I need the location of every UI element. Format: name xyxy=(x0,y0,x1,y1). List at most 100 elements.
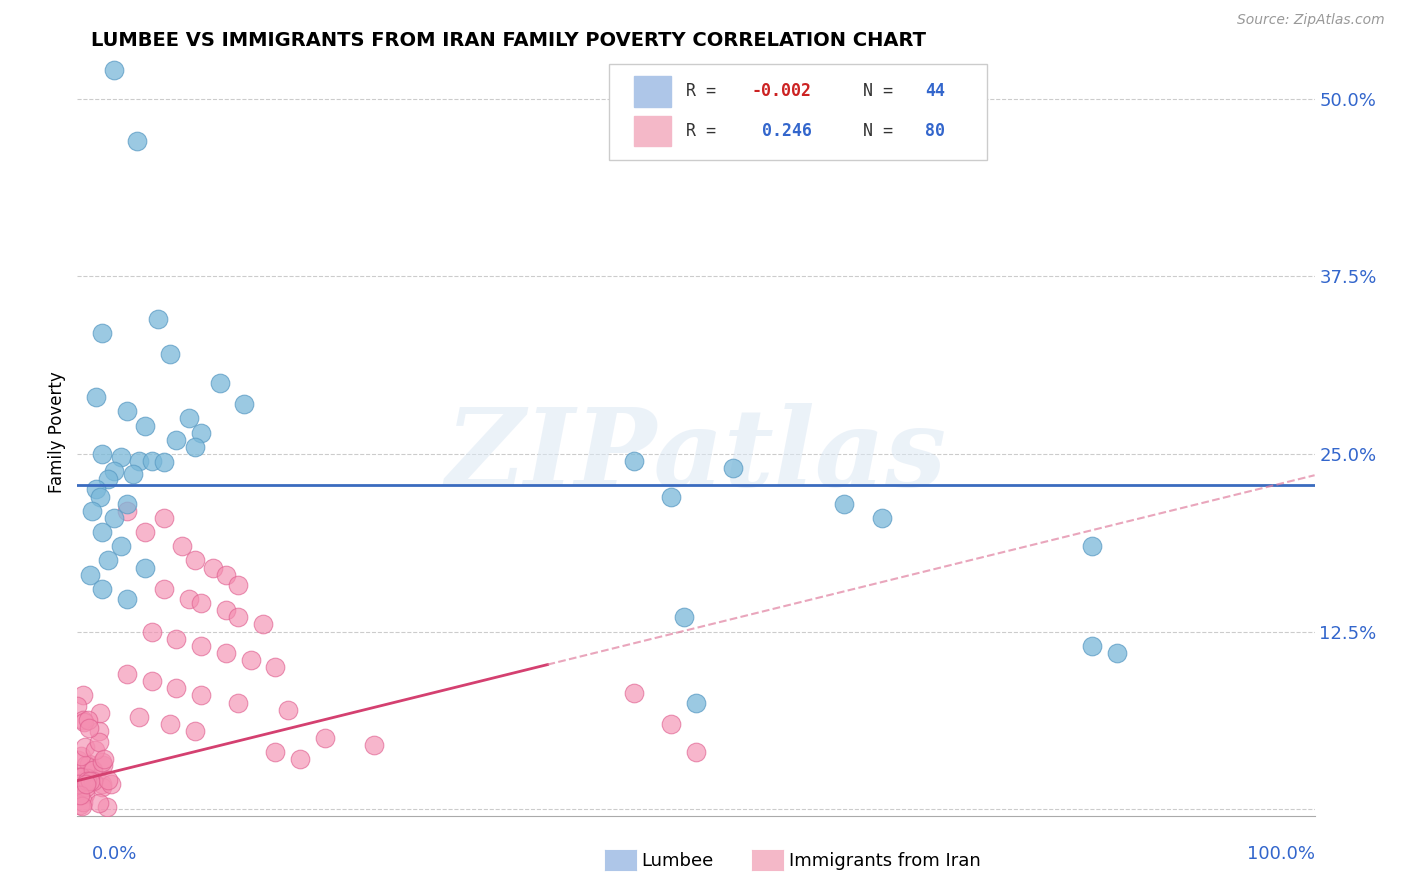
Text: Source: ZipAtlas.com: Source: ZipAtlas.com xyxy=(1237,13,1385,28)
Text: N =: N = xyxy=(863,82,903,100)
Point xyxy=(91,524,114,539)
Point xyxy=(128,710,150,724)
Point xyxy=(66,777,89,791)
Point xyxy=(146,312,169,326)
Text: R =: R = xyxy=(686,122,725,140)
Point xyxy=(159,347,181,361)
Point xyxy=(90,755,112,769)
Point xyxy=(277,703,299,717)
Point xyxy=(75,757,97,772)
Point xyxy=(79,567,101,582)
Point xyxy=(252,617,274,632)
Point xyxy=(672,610,695,624)
Point xyxy=(226,610,249,624)
Point xyxy=(184,723,207,738)
Point xyxy=(89,490,111,504)
Point xyxy=(72,689,94,703)
Point xyxy=(82,763,104,777)
Point xyxy=(70,770,93,784)
Point xyxy=(91,777,114,791)
Point xyxy=(721,461,744,475)
Point xyxy=(97,553,120,567)
FancyBboxPatch shape xyxy=(609,64,987,161)
Point xyxy=(153,455,176,469)
Point xyxy=(128,454,150,468)
Point xyxy=(122,467,145,481)
Point xyxy=(659,716,682,731)
Point xyxy=(115,591,138,606)
Point xyxy=(87,735,110,749)
Point xyxy=(288,752,311,766)
Text: 80: 80 xyxy=(925,122,945,140)
Point xyxy=(153,582,176,596)
Point xyxy=(264,660,287,674)
Point xyxy=(96,800,118,814)
Point xyxy=(172,539,194,553)
Point xyxy=(202,560,225,574)
Point xyxy=(215,646,238,660)
Point xyxy=(79,773,101,788)
Point xyxy=(100,776,122,790)
Point xyxy=(125,135,148,149)
Point xyxy=(226,577,249,591)
Point xyxy=(134,418,156,433)
Point xyxy=(177,411,200,425)
Point xyxy=(82,504,104,518)
Point xyxy=(75,780,97,794)
Text: Immigrants from Iran: Immigrants from Iran xyxy=(789,852,980,870)
Y-axis label: Family Poverty: Family Poverty xyxy=(48,372,66,493)
Point xyxy=(233,397,256,411)
Text: N =: N = xyxy=(863,122,903,140)
Point xyxy=(84,390,107,404)
FancyBboxPatch shape xyxy=(634,76,671,107)
Point xyxy=(91,326,114,341)
Point xyxy=(97,473,120,487)
Text: ZIPatlas: ZIPatlas xyxy=(446,402,946,508)
Point xyxy=(72,795,94,809)
Point xyxy=(110,450,132,464)
Point xyxy=(91,582,114,596)
Point xyxy=(226,696,249,710)
Point xyxy=(77,756,100,771)
Point xyxy=(215,567,238,582)
Point xyxy=(153,511,176,525)
Point xyxy=(1105,646,1128,660)
Point xyxy=(84,743,107,757)
Point xyxy=(159,716,181,731)
Point xyxy=(215,603,238,617)
Point xyxy=(87,724,110,739)
Text: LUMBEE VS IMMIGRANTS FROM IRAN FAMILY POVERTY CORRELATION CHART: LUMBEE VS IMMIGRANTS FROM IRAN FAMILY PO… xyxy=(91,31,927,50)
Point xyxy=(76,774,98,789)
Point xyxy=(115,667,138,681)
Point xyxy=(165,681,187,696)
Point xyxy=(93,758,115,772)
Point xyxy=(134,560,156,574)
Point xyxy=(77,713,100,727)
Point xyxy=(165,632,187,646)
Point xyxy=(75,777,97,791)
Point xyxy=(97,773,120,788)
Point xyxy=(115,404,138,418)
Point xyxy=(239,653,262,667)
Point xyxy=(264,745,287,759)
Point xyxy=(69,788,91,802)
Point xyxy=(91,447,114,461)
Point xyxy=(70,748,93,763)
Point xyxy=(190,639,212,653)
Point xyxy=(685,745,707,759)
Point xyxy=(134,524,156,539)
Point xyxy=(70,799,93,814)
Point xyxy=(70,770,93,784)
Point xyxy=(115,504,138,518)
Point xyxy=(103,63,125,78)
Point xyxy=(623,454,645,468)
Point xyxy=(1081,639,1104,653)
Point xyxy=(184,553,207,567)
Text: 0.246: 0.246 xyxy=(752,122,811,140)
Point xyxy=(72,714,94,728)
Point xyxy=(87,796,110,810)
Point xyxy=(314,731,336,745)
Point xyxy=(103,511,125,525)
Point xyxy=(75,740,97,755)
Point xyxy=(67,770,90,784)
